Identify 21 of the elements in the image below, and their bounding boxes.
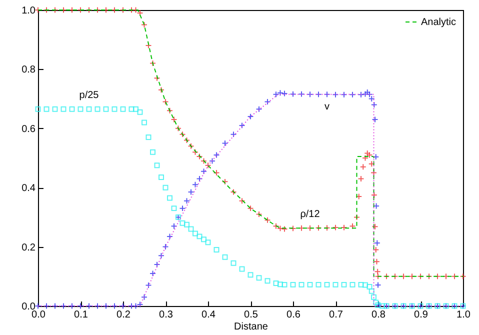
y-tick-label: 0.6 [22,124,36,135]
x-tick-label: 0.6 [286,310,301,320]
y-tick-label: 1.0 [22,6,36,16]
legend-label: Analytic [421,17,456,28]
y-tick-label: 0.4 [22,183,36,194]
x-tick-label: 0.1 [74,310,88,320]
series-label: p/25 [79,90,100,102]
x-tick-label: 0.4 [202,310,216,320]
x-axis-title: Distane [234,322,268,332]
series-label: ρ/12 [300,209,320,220]
series-label: v [324,101,330,112]
x-tick-label: 0.2 [116,310,131,320]
x-tick-label: 0.9 [414,310,428,320]
x-tick-label: 0.5 [244,310,258,320]
x-tick-label: 0.8 [372,310,386,320]
y-tick-label: 0.8 [22,64,36,76]
x-tick-label: 0.7 [329,310,344,320]
y-tick-label: 0.2 [22,242,36,254]
x-tick-label: 0.0 [32,310,46,320]
x-tick-label: 1.0 [456,310,471,320]
x-tick-label: 0.3 [159,310,174,320]
